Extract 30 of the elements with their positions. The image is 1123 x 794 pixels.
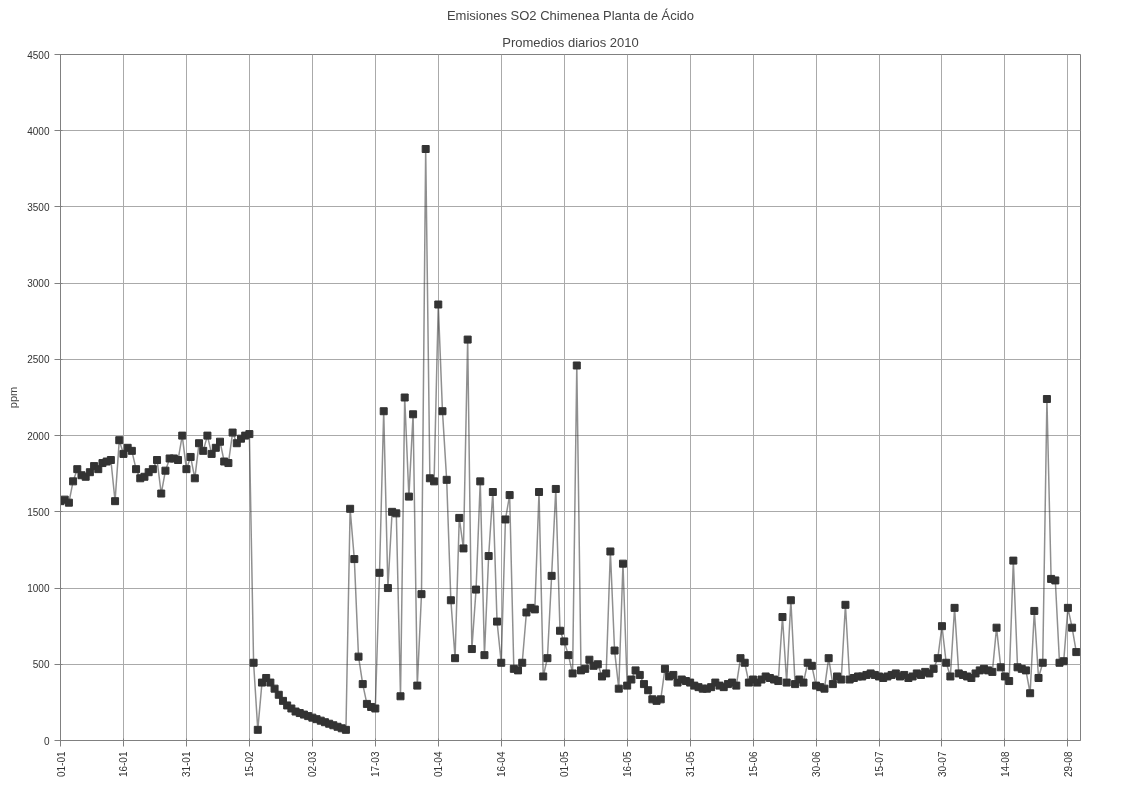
- y-tick-label: 4000: [27, 125, 50, 137]
- chart-subtitle: Promedios diarios 2010: [502, 34, 639, 50]
- chart-title: Emisiones SO2 Chimenea Planta de Ácido: [446, 7, 695, 23]
- y-tick-label: 3500: [27, 201, 50, 213]
- x-tick-label: 31-01: [181, 751, 193, 778]
- y-tick-label: 2500: [27, 354, 50, 366]
- y-tick-label: 500: [32, 659, 50, 671]
- y-axis-title: ppm: [7, 386, 20, 409]
- x-tick-label: 31-05: [685, 751, 697, 778]
- x-tick-label: 02-03: [307, 751, 319, 778]
- x-tick-label: 14-08: [999, 751, 1011, 778]
- x-tick-label: 15-07: [874, 751, 886, 778]
- y-tick-label: 1000: [27, 583, 50, 595]
- x-tick-label: 16-04: [496, 751, 508, 778]
- x-tick-label: 16-05: [622, 751, 634, 778]
- y-tick-label: 0: [43, 735, 50, 747]
- x-tick-label: 17-03: [370, 751, 382, 778]
- x-tick-label: 15-06: [748, 751, 760, 778]
- x-tick-label: 30-07: [936, 751, 948, 778]
- x-tick-label: 29-08: [1062, 751, 1074, 778]
- x-tick-label: 01-04: [433, 751, 445, 778]
- x-tick-label: 01-05: [559, 751, 571, 778]
- y-tick-label: 3000: [27, 278, 50, 290]
- x-tick-label: 01-01: [55, 751, 67, 778]
- x-tick-label: 16-01: [118, 751, 130, 778]
- x-tick-label: 15-02: [244, 751, 256, 778]
- y-tick-label: 2000: [27, 430, 50, 442]
- y-tick-label: 1500: [27, 506, 50, 518]
- x-tick-label: 30-06: [811, 751, 823, 778]
- y-tick-label: 4500: [27, 49, 50, 61]
